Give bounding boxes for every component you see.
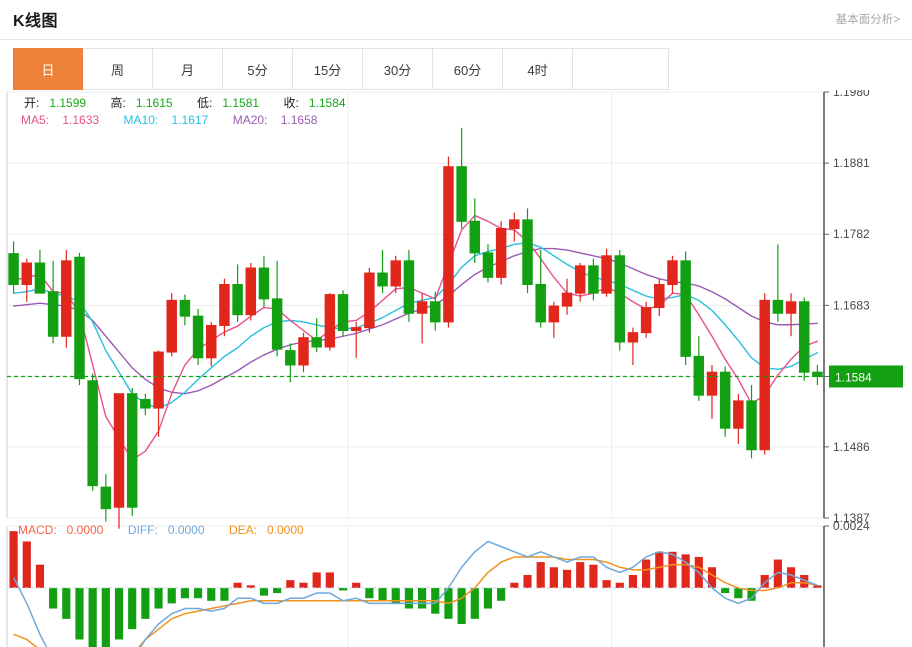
tab-4hour[interactable]: 4时 <box>503 48 573 90</box>
svg-text:1.1980: 1.1980 <box>833 90 870 99</box>
svg-text:1.1584: 1.1584 <box>835 370 872 384</box>
tab-30min[interactable]: 30分 <box>363 48 433 90</box>
tab-15min[interactable]: 15分 <box>293 48 363 90</box>
candlestick-series <box>8 127 823 529</box>
tab-5min[interactable]: 5分 <box>223 48 293 90</box>
svg-text:1.1683: 1.1683 <box>833 298 870 312</box>
current-price-tag: 1.1584 <box>829 365 903 388</box>
page-header: K线图 基本面分析> <box>0 0 912 40</box>
svg-text:1.1881: 1.1881 <box>833 156 870 170</box>
tab-60min[interactable]: 60分 <box>433 48 503 90</box>
kline-svg[interactable]: 1.1980 1.1881 1.1782 1.1683 1.1486 1.1387 0.0… <box>0 90 912 647</box>
chart-container[interactable]: 开: 1.1599 高: 1.1615 低: 1.1581 收: 1.1584 MA5:… <box>0 90 912 647</box>
tabbar-filler <box>573 48 669 90</box>
tab-month[interactable]: 月 <box>153 48 223 90</box>
macd-diff-line <box>12 540 818 647</box>
price-axis: 1.1980 1.1881 1.1782 1.1683 1.1486 1.1387 <box>823 90 870 525</box>
fundamental-analysis-link[interactable]: 基本面分析> <box>835 14 900 26</box>
svg-text:1.1782: 1.1782 <box>833 227 870 241</box>
macd-histogram <box>9 531 822 647</box>
tab-week[interactable]: 周 <box>83 48 153 90</box>
timeframe-tabbar: 日 周 月 5分 15分 30分 60分 4时 <box>13 48 669 90</box>
svg-text:1.1387: 1.1387 <box>833 511 870 525</box>
tab-day[interactable]: 日 <box>13 48 83 90</box>
svg-text:0.0024: 0.0024 <box>833 519 870 533</box>
page-title: K线图 <box>13 13 59 30</box>
svg-text:1.1486: 1.1486 <box>833 440 870 454</box>
macd-axis: 0.0024-0.0052 <box>823 519 870 647</box>
